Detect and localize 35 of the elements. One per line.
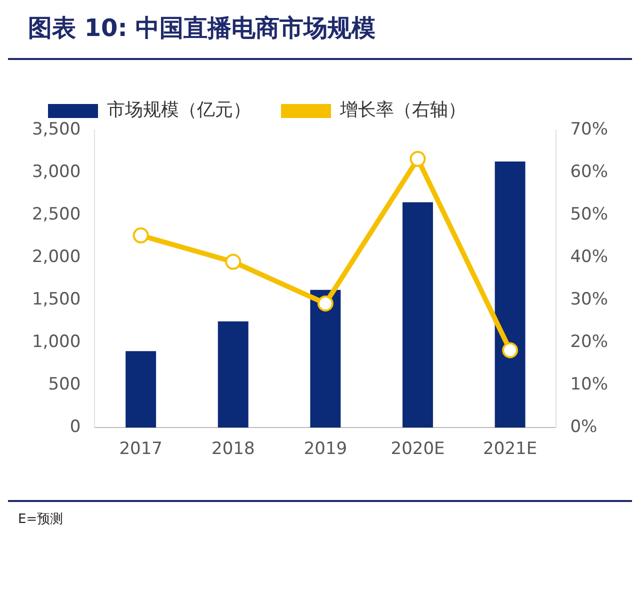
point (502, 342, 518, 358)
y-tick-label: 1,000 (32, 332, 81, 352)
y2-tick-label: 30% (570, 289, 608, 310)
bar (126, 351, 156, 428)
y-tick-label: 500 (48, 374, 81, 395)
y-tick-label: 2,500 (32, 204, 81, 224)
y-tick-label: 3,500 (32, 119, 81, 140)
chart-title: 图表 10: 中国直播电商市场规模 (27, 13, 377, 44)
y-tick-label: 1,500 (32, 289, 81, 310)
bar (218, 321, 248, 428)
y-tick-label: 0 (70, 417, 81, 438)
bar (494, 161, 526, 428)
y2-tick-label: 70% (570, 119, 608, 140)
point (317, 295, 334, 312)
x-tick-label: 2021E (483, 439, 538, 460)
y2-tick-label: 40% (570, 246, 608, 267)
point (132, 227, 149, 244)
y2-tick-label: 50% (570, 204, 608, 224)
point (225, 254, 242, 270)
x-tick-label: 2017 (119, 439, 162, 460)
x-tick-label: 2019 (304, 439, 348, 460)
bar (310, 290, 341, 428)
x-tick-label: 2020E (390, 439, 445, 460)
y2-tick-label: 20% (570, 332, 608, 352)
bar (402, 202, 433, 428)
x-tick-label: 2018 (212, 439, 255, 460)
point (410, 150, 426, 167)
y2-tick-label: 10% (570, 374, 608, 395)
y-tick-label: 2,000 (32, 246, 81, 267)
legend-label: 市场规模（亿元） (107, 100, 251, 121)
y2-tick-label: 0% (570, 417, 598, 438)
y-tick-label: 3,000 (32, 162, 81, 182)
legend-label: 增长率（右轴） (339, 100, 466, 121)
text: E=预测 (17, 511, 64, 529)
y2-tick-label: 60% (570, 162, 608, 182)
